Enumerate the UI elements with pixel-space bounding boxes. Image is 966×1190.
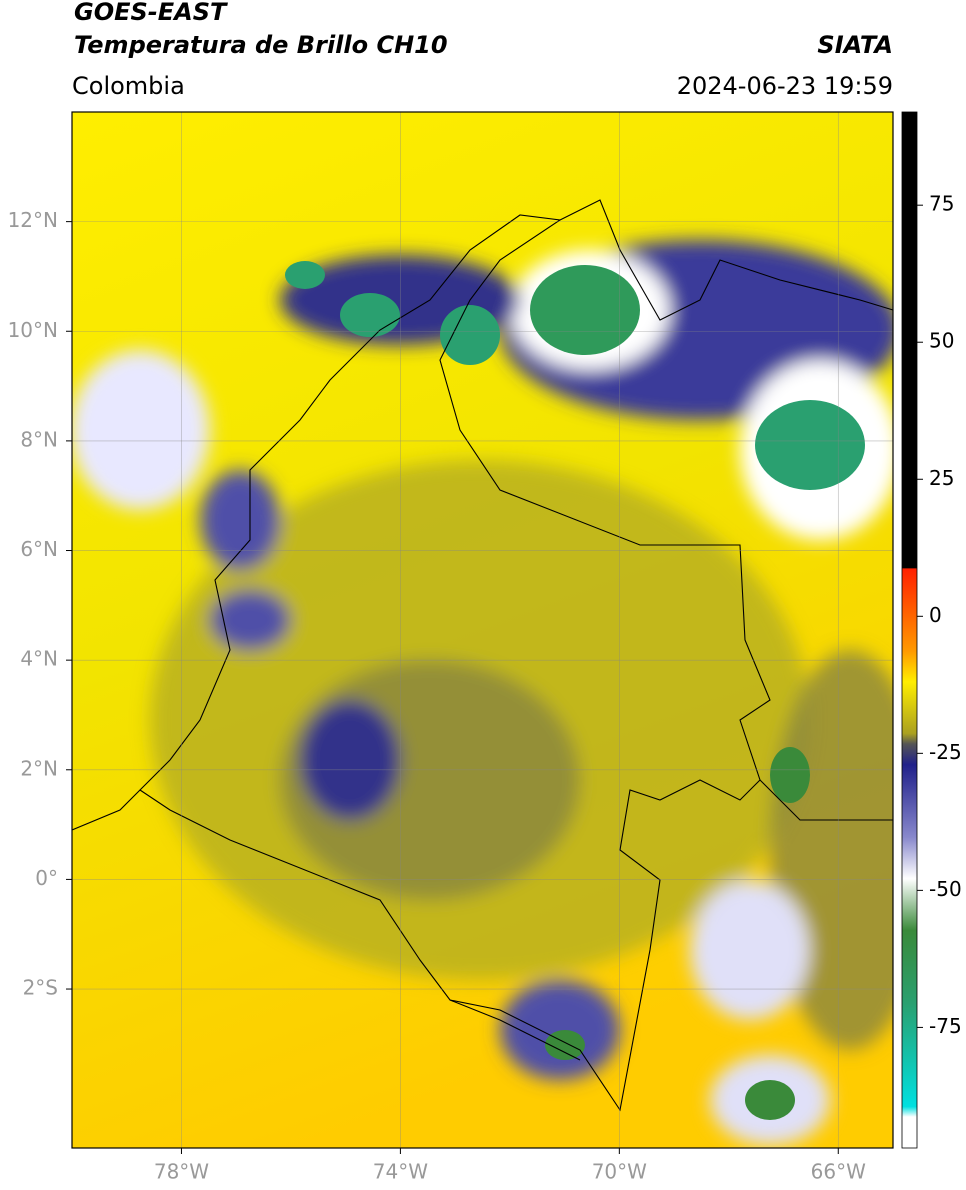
colorbar-tick-label: 75 [929, 192, 954, 216]
x-tick-label: 78°W [154, 1160, 209, 1184]
colorbar-tick-label: -50 [929, 877, 962, 901]
colorbar-tick-label: -75 [929, 1014, 962, 1038]
y-tick-label: 10°N [8, 318, 58, 342]
x-tick-label: 66°W [811, 1160, 866, 1184]
map-image [72, 112, 893, 1148]
x-tick-label: 74°W [373, 1160, 428, 1184]
colorbar-tick-label: -25 [929, 740, 962, 764]
y-tick-label: 2°S [23, 976, 58, 1000]
source: SIATA [817, 31, 893, 59]
y-tick-label: 2°N [20, 756, 58, 780]
x-tick-label: 70°W [592, 1160, 647, 1184]
colorbar-tick-label: 0 [929, 603, 942, 627]
y-tick-label: 4°N [20, 647, 58, 671]
subtitle: Temperatura de Brillo CH10 [74, 31, 448, 59]
y-tick-label: 0° [35, 866, 58, 890]
title: GOES-EAST [74, 0, 228, 26]
colorbar-tick-label: 50 [929, 329, 954, 353]
y-tick-label: 8°N [20, 427, 58, 451]
colorbar [901, 111, 918, 1149]
y-tick-label: 12°N [8, 208, 58, 232]
region: Colombia [72, 72, 185, 100]
datetime: 2024-06-23 19:59 [677, 72, 893, 100]
grid [72, 112, 893, 1148]
colorbar-tick-label: 25 [929, 466, 954, 490]
map-frame [71, 111, 894, 1149]
y-tick-label: 6°N [20, 537, 58, 561]
